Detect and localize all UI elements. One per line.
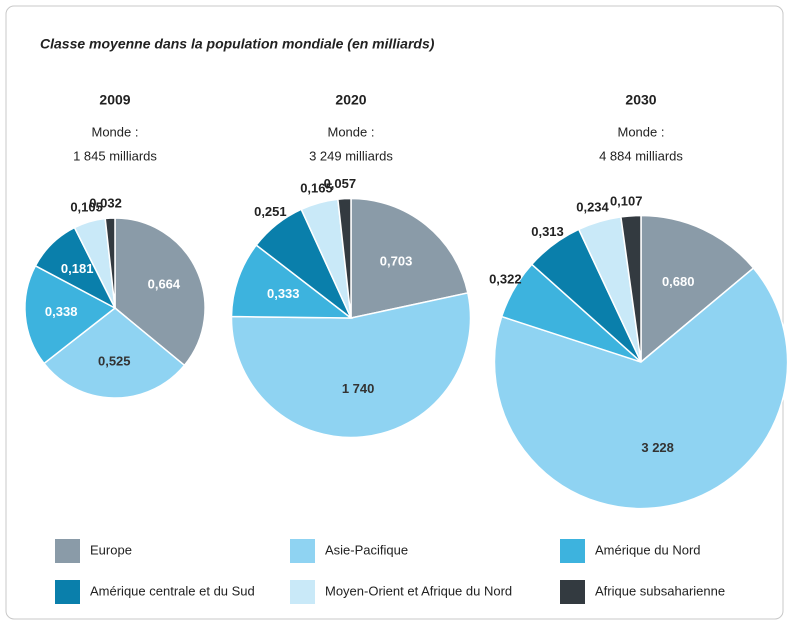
value-label: 0,032 xyxy=(89,196,122,211)
pie-subtitle: 1 845 milliards xyxy=(73,148,157,163)
value-label: 0,234 xyxy=(576,199,609,214)
value-label: 0,703 xyxy=(380,254,413,269)
value-label: 0,251 xyxy=(254,204,287,219)
value-label: 0,680 xyxy=(662,274,695,289)
pie-slice xyxy=(640,214,755,364)
pie-slice xyxy=(230,292,472,439)
legend-swatch xyxy=(560,539,585,563)
legend-label: Amérique centrale et du Sud xyxy=(90,583,255,598)
pie-slice xyxy=(24,264,117,365)
main-title: Classe moyenne dans la population mondia… xyxy=(40,36,435,52)
legend-label: Moyen-Orient et Afrique du Nord xyxy=(325,583,512,598)
value-label: 0,165 xyxy=(300,181,333,196)
value-label: 0,181 xyxy=(61,261,94,276)
legend-swatch xyxy=(55,580,80,604)
pie-slice xyxy=(620,214,642,363)
value-label: 0,333 xyxy=(267,286,300,301)
pie-slice xyxy=(493,267,789,510)
value-label: 0,322 xyxy=(489,271,522,286)
pie-title: 2009 xyxy=(99,92,130,108)
legend-swatch xyxy=(290,580,315,604)
value-label: 0,664 xyxy=(148,276,181,291)
pie-slice xyxy=(104,217,116,309)
legend-label: Asie-Pacifique xyxy=(325,542,408,557)
pie-slice xyxy=(230,244,354,319)
value-label: 0,057 xyxy=(324,176,357,191)
legend-label: Amérique du Nord xyxy=(595,542,701,557)
value-label: 0,313 xyxy=(531,224,564,239)
pie-slice xyxy=(114,217,206,367)
value-label: 0,105 xyxy=(70,199,103,214)
pie-subtitle: Monde : xyxy=(92,124,139,139)
legend-label: Afrique subsaharienne xyxy=(595,583,725,598)
pie-subtitle: Monde : xyxy=(618,124,665,139)
pie-subtitle: Monde : xyxy=(328,124,375,139)
pie-subtitle: 3 249 milliards xyxy=(309,148,393,163)
pie-subtitle: 4 884 milliards xyxy=(599,148,683,163)
pie-title: 2020 xyxy=(335,92,366,108)
legend-swatch xyxy=(290,539,315,563)
value-label: 3 228 xyxy=(641,440,674,455)
legend-swatch xyxy=(55,539,80,563)
value-label: 0,107 xyxy=(610,193,643,208)
pie-slice xyxy=(350,197,469,319)
value-label: 0,525 xyxy=(98,353,131,368)
value-label: 1 740 xyxy=(342,381,375,396)
value-label: 0,338 xyxy=(45,304,78,319)
pie-slice xyxy=(337,197,352,319)
pie-title: 2030 xyxy=(625,92,656,108)
pie-slice xyxy=(42,307,186,399)
legend-swatch xyxy=(560,580,585,604)
legend-label: Europe xyxy=(90,542,132,557)
